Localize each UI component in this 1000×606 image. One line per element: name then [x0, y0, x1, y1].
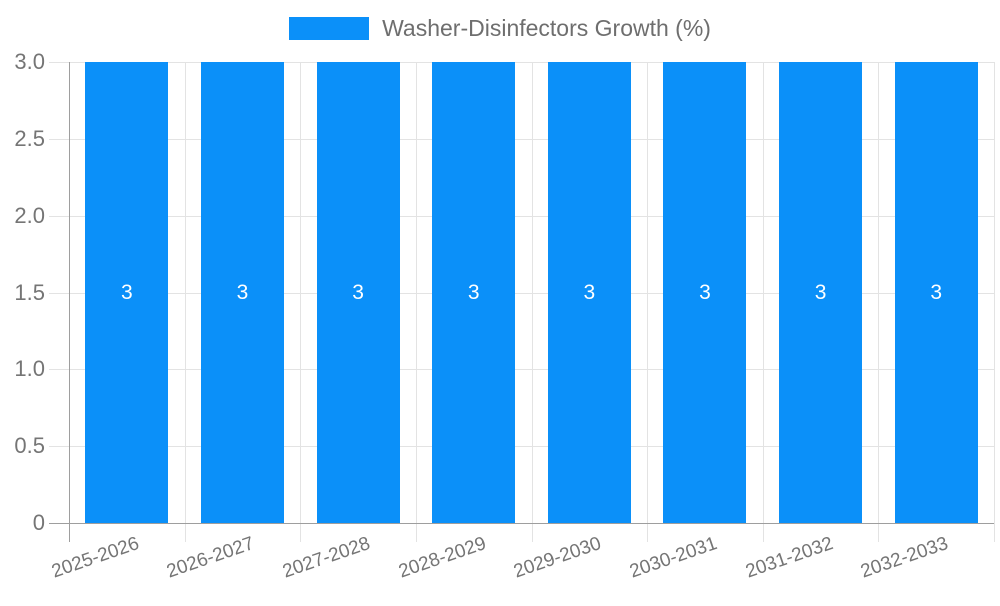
- bar-value-label: 3: [814, 280, 827, 304]
- bar[interactable]: 3: [432, 62, 516, 523]
- bar-value-label: 3: [930, 280, 943, 304]
- x-axis-tick: [415, 523, 417, 542]
- bar-value-label: 3: [120, 280, 133, 304]
- gridline-vertical: [415, 62, 417, 523]
- gridline-vertical: [184, 62, 186, 523]
- bar-value-label: 3: [236, 280, 249, 304]
- bar[interactable]: 3: [200, 62, 284, 523]
- bar-value-label: 3: [467, 280, 480, 304]
- x-axis-tick: [762, 523, 764, 542]
- y-axis-tick: [49, 62, 69, 63]
- y-axis-tick: [49, 446, 69, 448]
- y-axis-tick: [49, 369, 69, 371]
- y-axis-tick-label: 0.5: [14, 433, 45, 459]
- x-axis-tick: [994, 523, 995, 542]
- bar-value-label: 3: [583, 280, 596, 304]
- x-axis-tick: [531, 523, 533, 542]
- y-axis-tick-label: 0: [32, 510, 45, 535]
- bar-value-label: 3: [699, 280, 711, 304]
- y-axis-tick: [49, 138, 69, 140]
- legend-label: Washer-Disinfectors Growth (%): [382, 15, 711, 41]
- y-axis-tick: [49, 215, 69, 217]
- gridline-vertical: [531, 62, 533, 523]
- x-axis-tick: [184, 523, 186, 542]
- x-axis-tick: [300, 523, 302, 542]
- legend[interactable]: Washer-Disinfectors Growth (%): [0, 17, 1000, 40]
- legend-swatch[interactable]: [289, 17, 370, 40]
- gridline-vertical: [878, 62, 880, 523]
- bar[interactable]: 3: [663, 62, 747, 523]
- y-axis-tick-label: 2.5: [14, 125, 45, 151]
- y-axis-tick-label: 1.0: [14, 356, 45, 382]
- bar[interactable]: 3: [779, 62, 863, 523]
- bar-value-label: 3: [352, 280, 364, 304]
- y-axis-tick-label: 3.0: [14, 49, 45, 74]
- gridline-vertical: [762, 62, 764, 523]
- x-axis-tick: [878, 523, 880, 542]
- gridline-vertical: [994, 62, 995, 523]
- x-axis-tick: [647, 523, 649, 542]
- gridline-vertical: [300, 62, 302, 523]
- y-axis-tick-label: 1.5: [14, 279, 45, 305]
- x-axis-line: [49, 523, 994, 524]
- y-axis-line: [69, 62, 70, 542]
- bar[interactable]: 3: [894, 62, 978, 523]
- bar[interactable]: 3: [85, 62, 169, 523]
- bar[interactable]: 3: [547, 62, 631, 523]
- gridline-vertical: [647, 62, 649, 523]
- bar[interactable]: 3: [316, 62, 400, 523]
- y-axis-tick: [49, 292, 69, 294]
- y-axis-tick-label: 2.0: [14, 202, 45, 228]
